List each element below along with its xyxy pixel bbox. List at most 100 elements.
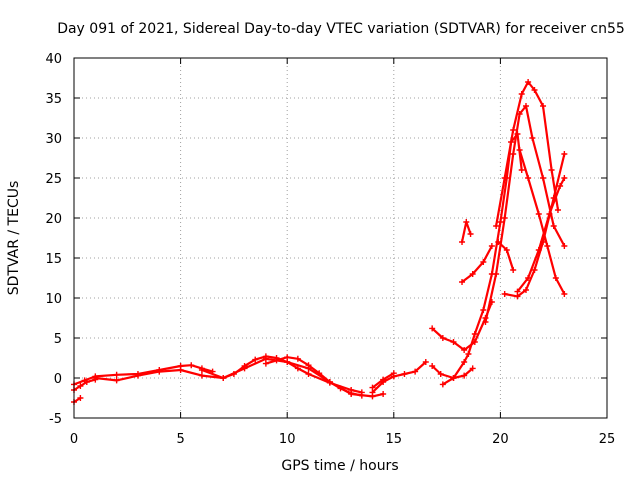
data-point [497,219,504,225]
data-point [503,247,510,253]
y-tick-label: 35 [45,92,62,107]
series-arc-16 [495,239,517,273]
y-tick-label: 10 [45,292,62,307]
data-point [493,223,500,229]
data-point [326,379,333,385]
x-tick-label: 15 [386,432,403,447]
series-line [72,378,97,392]
data-point [77,395,84,401]
data-point [561,175,568,181]
data-point [198,372,205,379]
data-point [540,103,547,109]
data-point [262,353,269,360]
data-point [294,365,301,372]
data-point [554,207,561,213]
data-point [461,359,468,365]
data-point [463,219,470,225]
series-line [460,244,493,284]
series-line [371,360,427,394]
data-point [188,362,195,369]
data-point [561,151,568,157]
data-point [284,354,291,361]
data-point [493,271,500,277]
data-point [561,291,568,297]
data-point [459,279,466,285]
data-point [262,360,269,367]
data-point [461,372,468,379]
data-point [501,175,508,181]
data-point [525,175,532,181]
x-tick-label: 5 [176,432,184,447]
y-axis-label: SDTVAR / TECUs [6,181,22,296]
data-point [348,390,355,397]
data-point [522,287,529,293]
data-point [531,87,538,93]
data-point [501,215,508,221]
data-point [461,347,468,353]
data-point [482,319,489,325]
series-arc-13 [459,243,495,285]
data-point [557,183,564,189]
data-point [510,151,517,157]
data-point [550,223,557,229]
x-tick-label: 10 [279,432,296,447]
y-tick-label: 20 [45,212,62,227]
data-point [529,135,536,141]
data-point [230,371,237,377]
data-point [252,356,259,363]
data-point [198,367,205,373]
data-point [548,167,555,173]
data-point [429,325,436,332]
y-tick-label: 40 [45,52,62,67]
chart-title: Day 091 of 2021, Sidereal Day-to-day VTE… [57,21,625,37]
data-point [337,385,344,392]
data-point [495,239,502,245]
data-point [450,375,457,381]
data-point [540,175,547,181]
data-point [437,371,444,377]
data-point [305,362,312,369]
data-point [380,391,387,397]
data-point [561,243,568,249]
data-point [518,167,525,173]
data-point [465,351,472,357]
x-tick-label: 25 [599,432,616,447]
data-point [469,365,476,372]
data-point [522,103,529,109]
data-point [358,392,365,399]
x-tick-label: 0 [70,432,78,447]
data-point [380,376,387,383]
y-tick-label: 15 [45,252,62,267]
data-point [525,275,532,281]
data-point [134,372,141,379]
data-point [220,375,227,381]
ticks: 0 5 10 15 20 25 -5 0 5 10 15 20 25 30 35 40 [45,52,615,447]
data-point [501,291,508,297]
y-tick-label: 0 [54,372,62,387]
data-point [390,370,397,377]
y-tick-label: -5 [49,412,62,427]
x-axis-label: GPS time / hours [281,458,398,474]
data-point [552,275,559,281]
data-point [531,267,538,273]
series-line [484,104,566,324]
data-point [177,367,184,373]
y-tick-label: 30 [45,132,62,147]
x-tick-label: 20 [492,432,509,447]
data-point [294,355,301,362]
data-point [113,377,120,384]
data-point [316,370,323,377]
series-arc-06 [262,354,365,399]
y-tick-label: 5 [54,332,62,347]
series-arc-12 [459,219,474,245]
data-point [450,339,457,345]
data-point [77,383,84,389]
series-arc-07 [369,359,429,396]
data-point [439,335,446,341]
data-point [241,363,248,369]
series-arc-01 [71,362,216,388]
series-line [264,356,363,397]
data-point [480,259,487,265]
data-point [369,384,376,391]
